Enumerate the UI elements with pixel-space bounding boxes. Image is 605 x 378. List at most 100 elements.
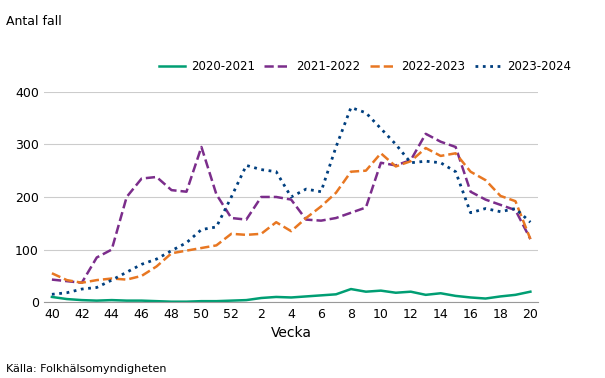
2021-2022 [452,145,459,149]
2020-2021 [422,293,430,297]
2021-2022 [78,280,85,285]
2020-2021 [198,299,205,304]
2023-2024 [527,220,534,225]
2022-2023 [347,169,355,174]
2022-2023 [407,159,414,163]
2020-2021 [467,295,474,300]
2023-2024 [243,163,250,168]
2021-2022 [168,188,175,192]
2023-2024 [392,142,399,147]
2023-2024 [123,270,130,274]
2023-2024 [512,206,519,211]
2021-2022 [64,279,71,284]
2020-2021 [437,291,444,296]
2021-2022 [198,145,205,149]
2023-2024 [183,240,190,245]
2022-2023 [467,169,474,174]
2023-2024 [467,211,474,215]
2020-2021 [512,293,519,297]
2022-2023 [318,204,325,209]
2022-2023 [378,151,385,156]
2021-2022 [422,132,430,136]
2022-2023 [258,232,265,236]
2023-2024 [407,161,414,165]
2020-2021 [497,294,504,299]
2020-2021 [258,296,265,300]
2022-2023 [332,191,339,195]
2022-2023 [123,277,130,282]
2020-2021 [93,298,100,303]
2021-2022 [407,158,414,163]
2022-2023 [302,216,310,220]
2023-2024 [318,189,325,194]
2022-2023 [78,280,85,285]
2021-2022 [527,237,534,241]
2021-2022 [183,189,190,194]
2020-2021 [482,296,489,301]
2023-2024 [302,187,310,191]
2021-2022 [227,216,235,220]
2021-2022 [332,216,339,220]
2023-2024 [108,278,116,282]
2022-2023 [512,199,519,203]
2021-2022 [153,175,160,179]
2022-2023 [392,164,399,169]
2022-2023 [437,153,444,158]
2021-2022 [318,218,325,223]
2020-2021 [48,295,56,299]
2020-2021 [64,297,71,301]
2020-2021 [108,298,116,302]
2021-2022 [93,255,100,260]
2023-2024 [482,206,489,211]
2022-2023 [168,251,175,256]
2023-2024 [48,292,56,297]
2021-2022 [287,197,295,202]
2020-2021 [287,295,295,300]
2022-2023 [482,178,489,183]
2023-2024 [153,257,160,261]
2022-2023 [287,229,295,234]
2022-2023 [527,237,534,241]
2020-2021 [302,294,310,299]
2020-2021 [347,287,355,291]
2022-2023 [227,232,235,236]
2022-2023 [213,243,220,248]
2022-2023 [153,264,160,269]
2020-2021 [168,299,175,304]
Line: 2023-2024: 2023-2024 [52,107,531,294]
2021-2022 [467,189,474,194]
Line: 2021-2022: 2021-2022 [52,134,531,283]
2021-2022 [362,205,370,210]
2020-2021 [318,293,325,297]
2023-2024 [258,167,265,172]
2021-2022 [138,176,145,181]
2021-2022 [347,211,355,215]
2023-2024 [452,169,459,174]
2021-2022 [437,139,444,144]
2023-2024 [93,285,100,290]
2021-2022 [123,195,130,199]
2022-2023 [497,194,504,198]
2023-2024 [332,145,339,149]
2022-2023 [64,278,71,282]
2022-2023 [243,232,250,237]
2021-2022 [497,203,504,207]
2023-2024 [227,195,235,199]
2022-2023 [93,278,100,282]
2023-2024 [347,105,355,110]
2023-2024 [362,110,370,115]
2022-2023 [108,276,116,281]
2022-2023 [452,151,459,156]
2020-2021 [243,298,250,302]
2021-2022 [48,277,56,282]
Text: Antal fall: Antal fall [6,15,62,28]
2021-2022 [108,247,116,252]
2022-2023 [273,220,280,225]
2020-2021 [362,290,370,294]
2022-2023 [48,271,56,276]
2020-2021 [227,298,235,303]
Legend: 2020-2021, 2021-2022, 2022-2023, 2023-2024: 2020-2021, 2021-2022, 2022-2023, 2023-20… [159,60,571,73]
2021-2022 [512,208,519,212]
2020-2021 [213,299,220,304]
X-axis label: Vecka: Vecka [270,326,312,340]
